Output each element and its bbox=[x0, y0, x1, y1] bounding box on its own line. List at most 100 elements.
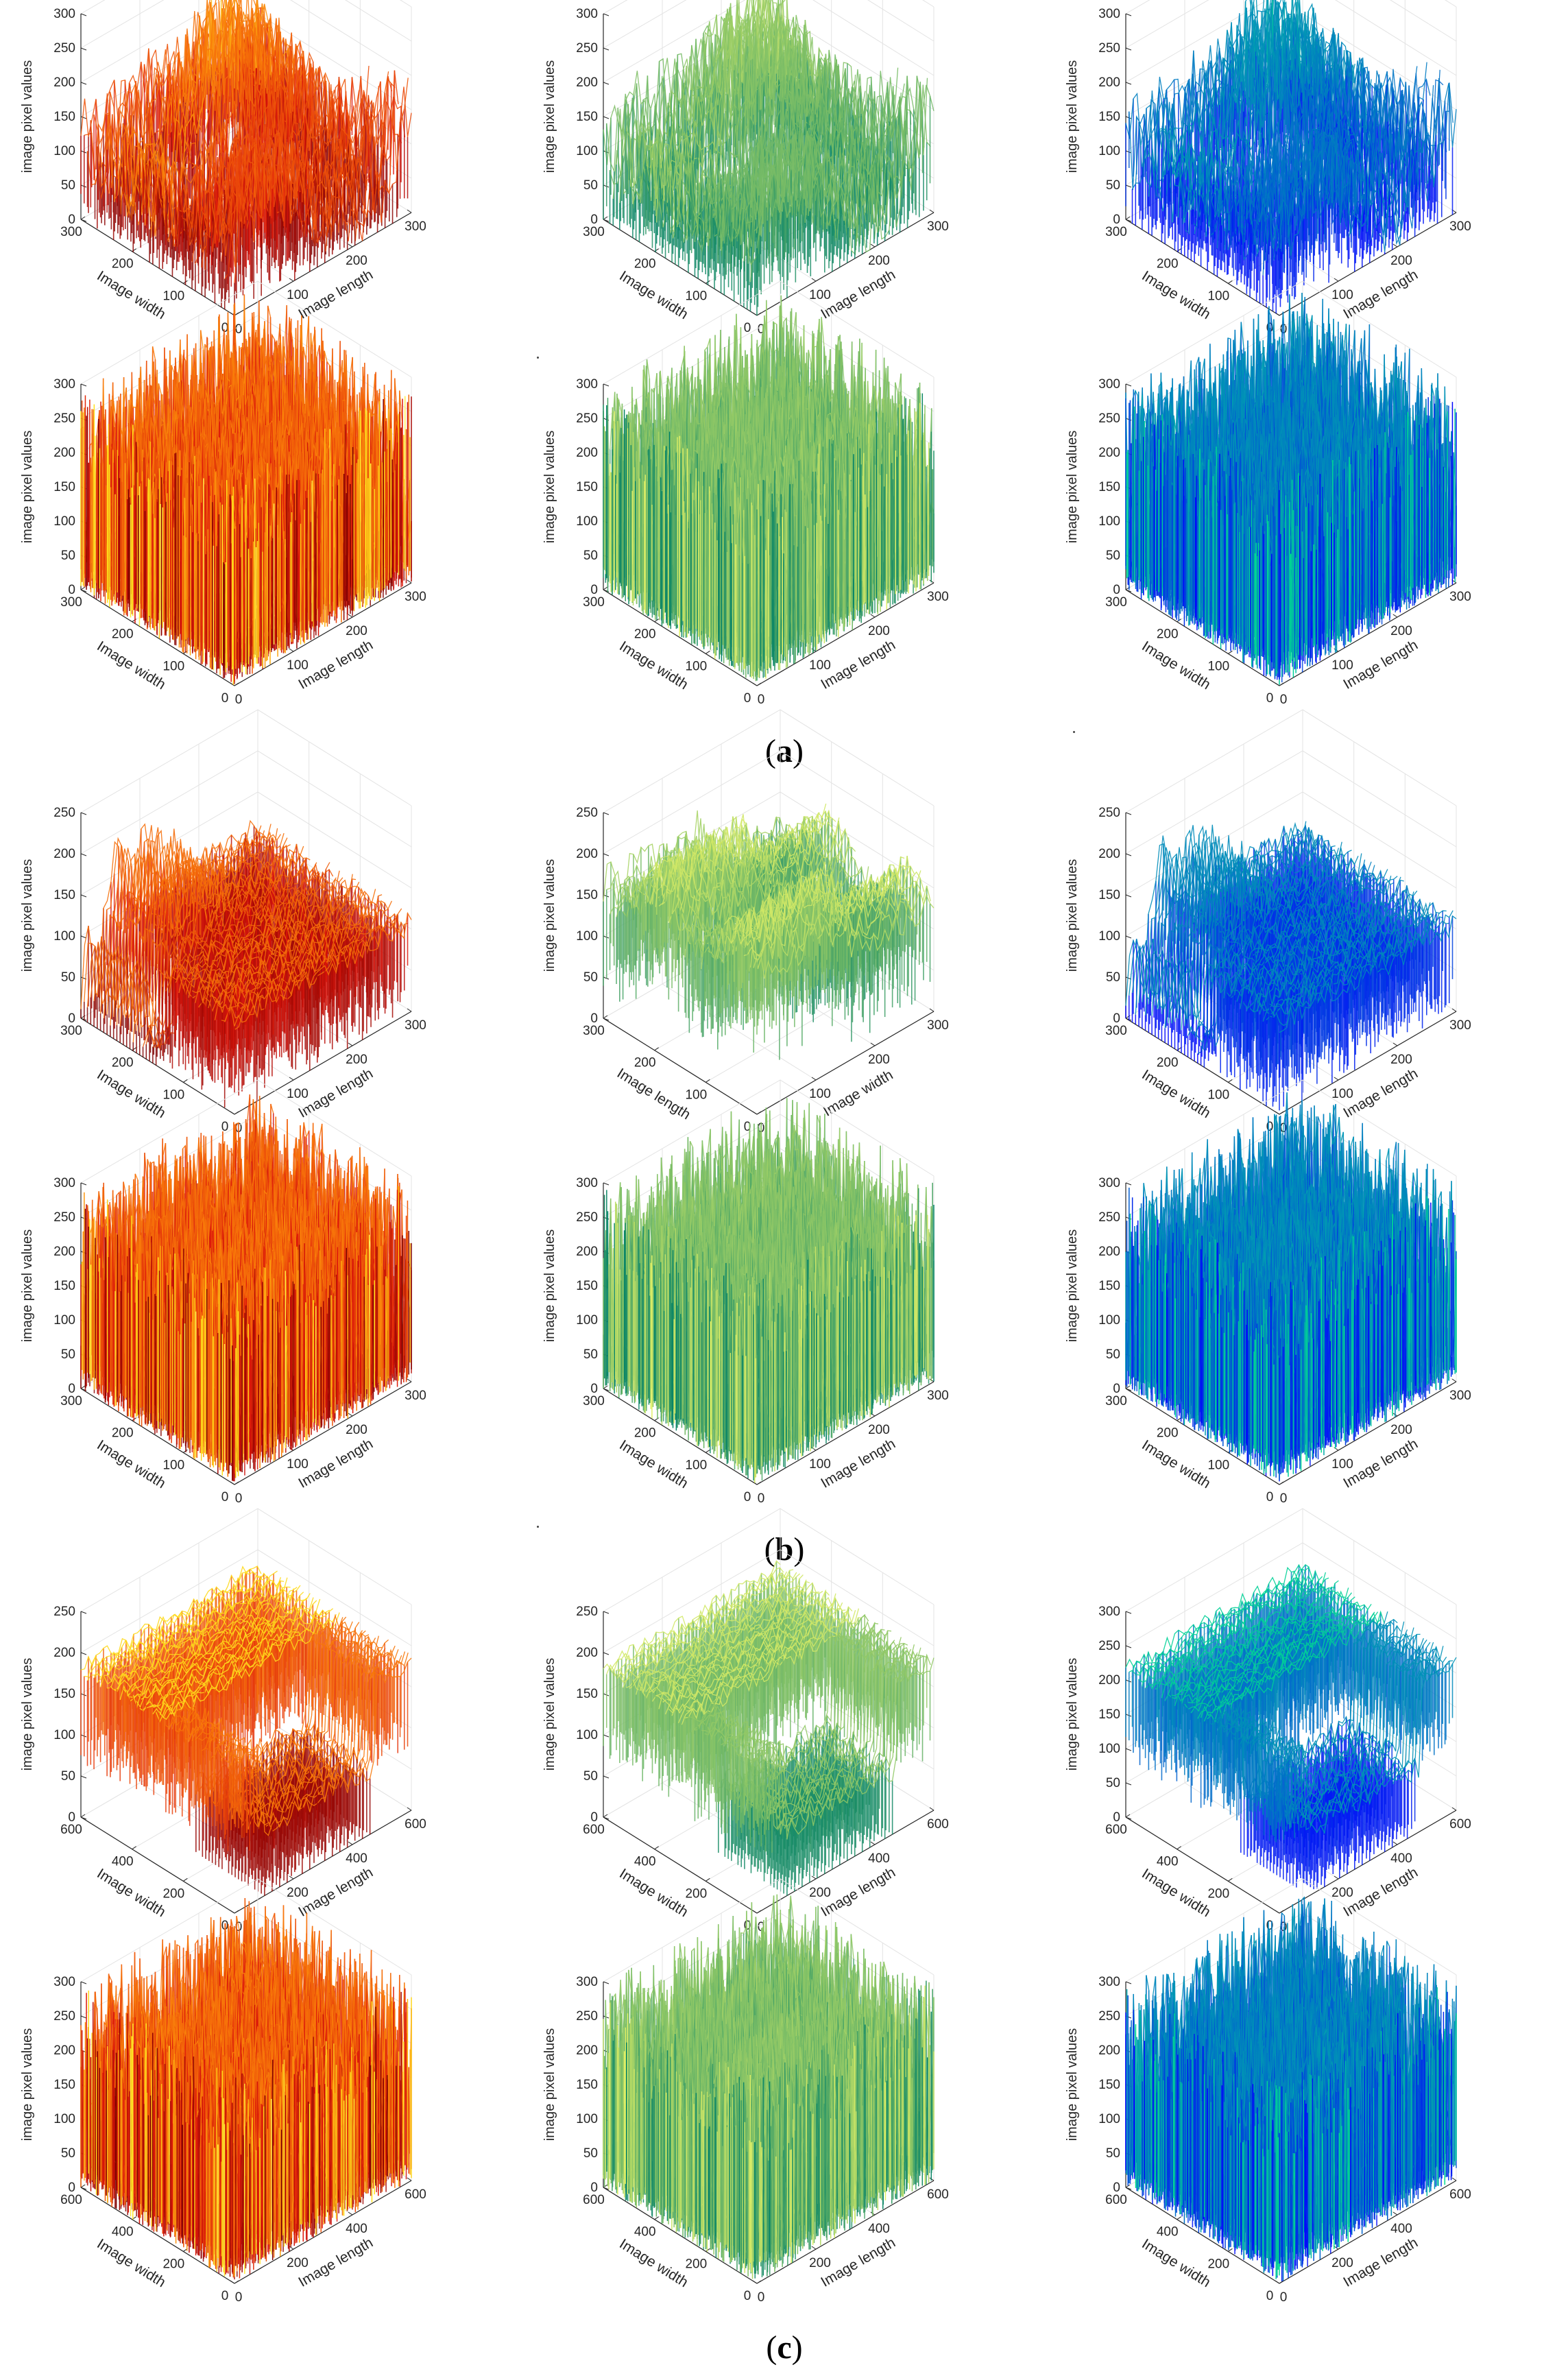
y-tick-label: 300 bbox=[583, 225, 605, 239]
x-tick-label: 200 bbox=[1390, 624, 1412, 638]
z-tick-label: 300 bbox=[1098, 1176, 1120, 1190]
y-axis-label: Image width bbox=[1139, 2236, 1213, 2291]
surface bbox=[603, 0, 934, 315]
z-tick-label: 0 bbox=[68, 1011, 75, 1026]
y-tick-label: 200 bbox=[1157, 627, 1179, 642]
z-tick-label: 250 bbox=[576, 1210, 598, 1225]
z-tick-label: 0 bbox=[1113, 1011, 1120, 1026]
y-tick-label: 200 bbox=[685, 2257, 707, 2271]
y-tick-label: 300 bbox=[583, 1024, 605, 1038]
z-tick-label: 200 bbox=[576, 446, 598, 460]
z-axis-label: image pixel values bbox=[542, 859, 557, 972]
y-axis-label: Image width bbox=[1139, 268, 1213, 323]
z-tick-label: 100 bbox=[53, 514, 75, 529]
x-tick-label: 300 bbox=[927, 219, 949, 234]
x-tick-label: 200 bbox=[346, 624, 367, 638]
z-tick-label: 300 bbox=[1098, 377, 1120, 392]
x-tick-label: 300 bbox=[405, 1018, 426, 1033]
surface-plot-a-encrypted-hot: 0 50 100 150 200 250 300 image pixel values 0 100… bbox=[20, 280, 426, 707]
surface bbox=[1125, 1896, 1457, 2281]
z-tick-label: 150 bbox=[576, 1279, 598, 1293]
x-tick-label: 300 bbox=[927, 590, 949, 604]
z-tick-label: 100 bbox=[576, 514, 598, 529]
surface-plot-a-original-hot: 0 50 100 150 200 250 300 image pixel values 0 100… bbox=[20, 0, 426, 337]
z-tick-label: 100 bbox=[53, 144, 75, 158]
z-tick-label: 100 bbox=[1098, 929, 1120, 944]
z-tick-label: 200 bbox=[1098, 75, 1120, 90]
surface-plot-b-original-summer: 0 50 100 150 200 250 image pixel values 0 100 200… bbox=[542, 709, 949, 1136]
z-tick-label: 200 bbox=[1098, 847, 1120, 861]
y-tick-label: 600 bbox=[60, 2193, 82, 2207]
z-tick-label: 50 bbox=[583, 2146, 598, 2161]
z-tick-label: 50 bbox=[583, 970, 598, 985]
z-axis-label: image pixel values bbox=[1065, 1229, 1080, 1343]
y-tick-label: 100 bbox=[1207, 1458, 1229, 1472]
x-tick-label: 100 bbox=[1331, 1087, 1353, 1101]
y-axis-label: Image width bbox=[94, 268, 168, 323]
y-tick-label: 200 bbox=[112, 627, 134, 642]
surface-plot-b-encrypted-hot: 0 50 100 150 200 250 300 image pixel values 0 100… bbox=[20, 1079, 426, 1506]
x-tick-label: 100 bbox=[1331, 288, 1353, 302]
y-tick-label: 200 bbox=[1207, 2257, 1229, 2271]
y-axis-label: Image length bbox=[614, 1066, 693, 1123]
z-axis-label: image pixel values bbox=[542, 1658, 557, 1771]
z-tick-label: 200 bbox=[1098, 1245, 1120, 1259]
surface bbox=[1125, 0, 1457, 314]
surface bbox=[80, 294, 412, 685]
z-tick-label: 250 bbox=[1098, 1639, 1120, 1653]
z-tick-label: 200 bbox=[1098, 1673, 1120, 1688]
y-tick-label: 200 bbox=[1207, 1886, 1229, 1901]
x-tick-label: 600 bbox=[1449, 2187, 1471, 2202]
x-tick-label: 200 bbox=[346, 254, 367, 268]
z-tick-label: 100 bbox=[576, 1313, 598, 1328]
z-tick-label: 50 bbox=[61, 178, 75, 193]
y-tick-label: 200 bbox=[1157, 257, 1179, 272]
x-tick-label: 200 bbox=[868, 254, 890, 268]
y-tick-label: 300 bbox=[583, 595, 605, 610]
z-axis-label: image pixel values bbox=[20, 859, 35, 972]
y-tick-label: 0 bbox=[744, 2289, 751, 2303]
z-tick-label: 200 bbox=[53, 446, 75, 460]
y-tick-label: 400 bbox=[634, 2225, 656, 2240]
z-tick-label: 100 bbox=[576, 1728, 598, 1742]
z-tick-label: 300 bbox=[53, 7, 75, 21]
z-tick-label: 300 bbox=[1098, 1605, 1120, 1619]
z-tick-label: 250 bbox=[1098, 806, 1120, 820]
z-tick-label: 200 bbox=[576, 847, 598, 861]
surface bbox=[1125, 292, 1457, 685]
z-axis-label: image pixel values bbox=[20, 1229, 35, 1343]
z-axis-label: image pixel values bbox=[1065, 60, 1080, 173]
x-tick-label: 400 bbox=[868, 1851, 890, 1866]
y-axis-label: Image width bbox=[1139, 1067, 1213, 1122]
surface-plot-c-original-summer: 0 50 100 150 200 250 image pixel values 0 200 400… bbox=[542, 1508, 949, 1934]
x-tick-label: 200 bbox=[868, 1423, 890, 1437]
z-axis-label: image pixel values bbox=[1065, 431, 1080, 544]
z-tick-label: 100 bbox=[576, 929, 598, 944]
y-axis-label: Image width bbox=[94, 1866, 168, 1921]
y-tick-label: 300 bbox=[1105, 595, 1127, 610]
stray-dot bbox=[537, 1526, 539, 1528]
z-tick-label: 0 bbox=[1113, 1810, 1120, 1825]
z-tick-label: 0 bbox=[590, 213, 598, 227]
x-tick-label: 100 bbox=[287, 288, 309, 302]
z-tick-label: 250 bbox=[53, 1605, 75, 1619]
z-tick-label: 250 bbox=[53, 41, 75, 56]
surface-plot-a-encrypted-winter: 0 50 100 150 200 250 300 image pixel values 0 100… bbox=[1065, 280, 1471, 707]
surface-plot-a-original-summer: 0 50 100 150 200 250 300 image pixel values 0 100… bbox=[542, 0, 949, 337]
y-tick-label: 100 bbox=[1207, 1088, 1229, 1102]
z-axis-label: image pixel values bbox=[20, 1658, 35, 1771]
y-tick-label: 300 bbox=[583, 1394, 605, 1408]
z-tick-label: 0 bbox=[1113, 1382, 1120, 1396]
x-tick-label: 0 bbox=[1280, 2290, 1288, 2305]
z-tick-label: 300 bbox=[576, 377, 598, 392]
z-tick-label: 50 bbox=[583, 1769, 598, 1784]
z-tick-label: 100 bbox=[576, 2112, 598, 2126]
x-tick-label: 600 bbox=[927, 1817, 949, 1832]
x-tick-label: 600 bbox=[1449, 1817, 1471, 1832]
z-tick-label: 0 bbox=[68, 1382, 75, 1396]
z-tick-label: 200 bbox=[53, 75, 75, 90]
y-tick-label: 300 bbox=[60, 595, 82, 610]
y-tick-label: 100 bbox=[162, 1458, 184, 1472]
